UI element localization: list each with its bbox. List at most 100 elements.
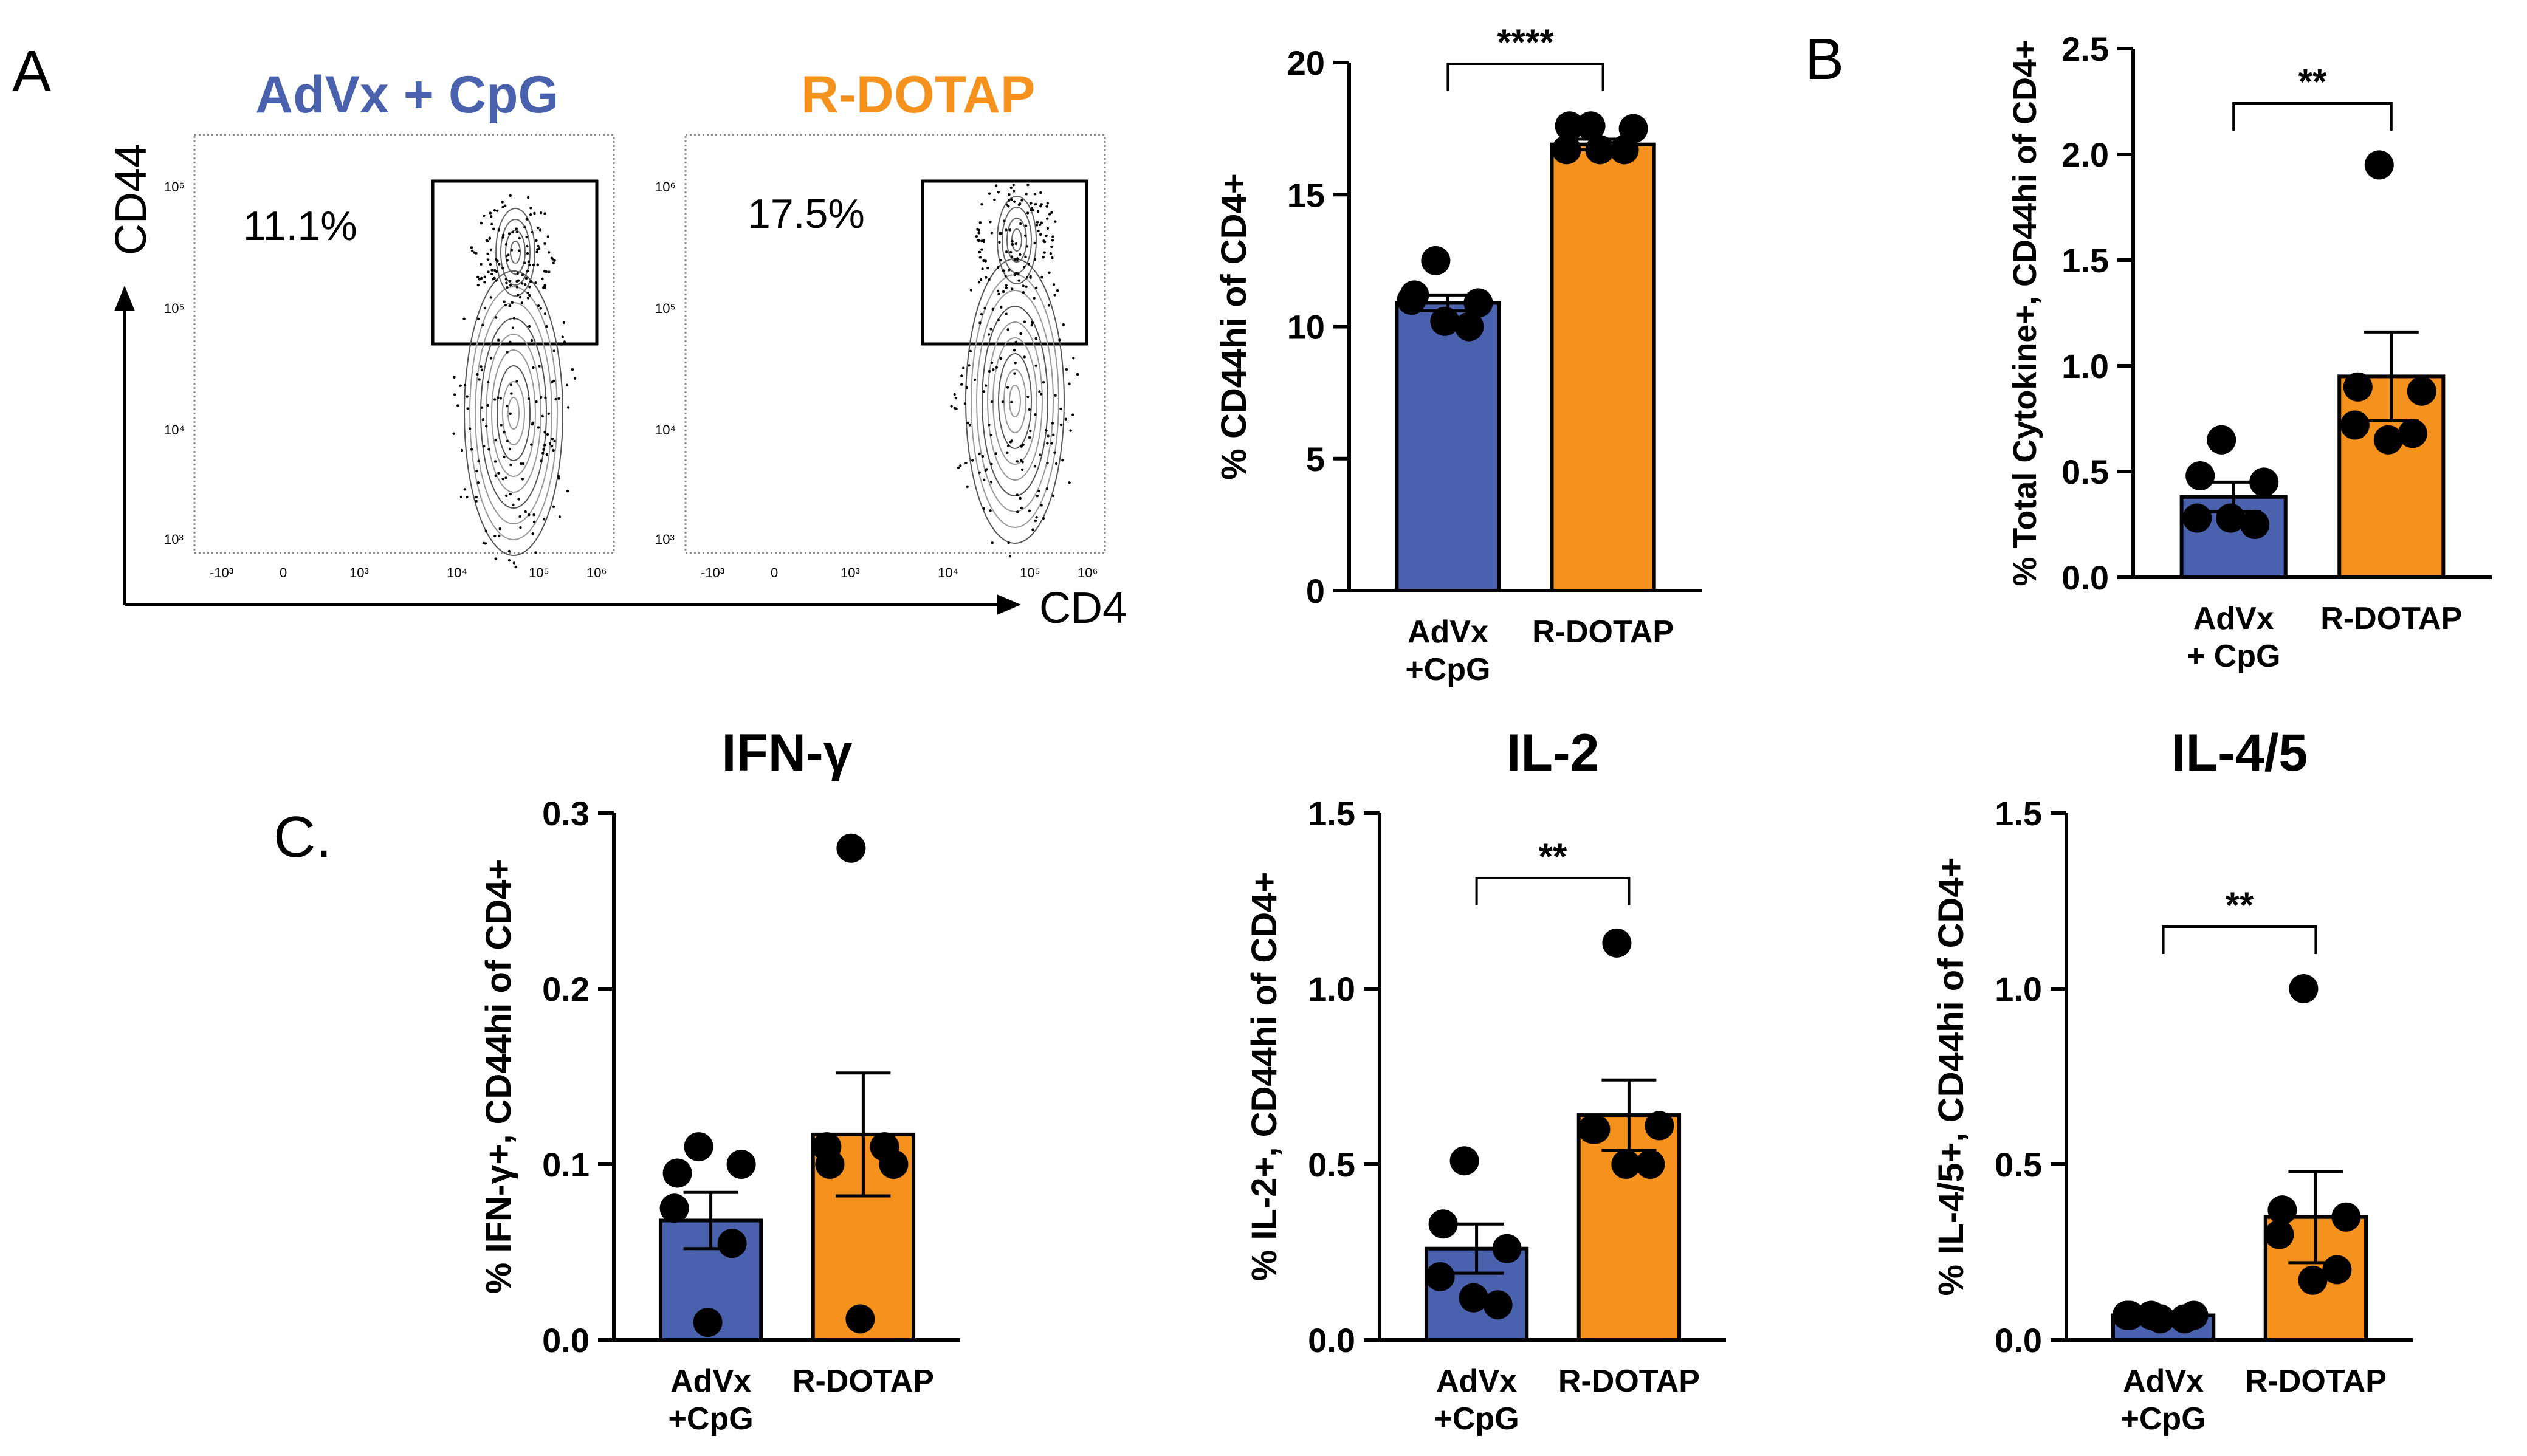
significance-stars: ** [1539, 836, 1567, 877]
flow-event-dot [543, 444, 546, 447]
flow-event-dot [494, 557, 497, 560]
flow-event-dot [547, 251, 551, 254]
flow-y-axis-label: CD44 [107, 143, 156, 255]
flow-event-dot [545, 453, 548, 456]
y-tick-label: 0.1 [542, 1145, 590, 1184]
flow-event-dot [1039, 191, 1042, 194]
flow-event-dot [1045, 234, 1048, 238]
flow-contour-line [475, 302, 552, 524]
category-label: R-DOTAP [1558, 1364, 1700, 1399]
flow-event-dot [519, 526, 522, 529]
flow-event-dot [978, 256, 982, 259]
y-tick-label: 1.5 [2061, 241, 2109, 280]
chart-title: IL-2 [1507, 724, 1600, 782]
flow-event-dot [565, 383, 569, 386]
flow-x-tick: 10⁶ [1078, 565, 1098, 580]
flow-event-dot [509, 194, 512, 197]
flow-event-dot [1026, 211, 1030, 215]
flow-event-dot [989, 328, 992, 331]
data-point [1397, 286, 1426, 315]
flow-event-dot [543, 270, 546, 273]
flow-event-dot [989, 509, 992, 512]
y-axis-title: % IFN-γ+, CD44hi of CD4+ [479, 859, 518, 1294]
panel-label-a: A [12, 39, 51, 104]
flow-event-dot [515, 227, 518, 230]
flow-event-dot [509, 412, 512, 415]
flow-event-dot [1031, 321, 1034, 324]
flow-event-dot [1042, 239, 1045, 242]
flow-event-dot [1053, 451, 1056, 454]
flow-event-dot [1042, 517, 1045, 520]
flow-event-dot [476, 284, 480, 287]
flow-event-dot [997, 191, 1000, 194]
flow-event-dot [1005, 203, 1009, 206]
flow-event-dot [997, 318, 1000, 321]
flow-event-dot [483, 306, 487, 310]
flow-event-dot [1006, 444, 1010, 447]
flow-event-dot [1010, 439, 1013, 442]
flow-event-dot [1047, 434, 1050, 438]
flow-event-dot [463, 383, 467, 387]
y-tick-label: 2.5 [2061, 30, 2109, 68]
flow-event-dot [515, 380, 518, 383]
flow-event-dot [1029, 429, 1032, 433]
flow-event-dot [1040, 504, 1043, 507]
y-tick-label: 0.5 [2061, 453, 2109, 491]
flow-event-dot [552, 349, 555, 352]
flow-event-dot [509, 279, 512, 283]
flow-contour-line [500, 219, 531, 286]
flow-event-dot [510, 249, 514, 252]
flow-y-tick: 10⁶ [655, 179, 676, 194]
category-label: +CpG [669, 1401, 754, 1437]
flow-event-dot [1068, 382, 1071, 385]
flow-event-dot [520, 462, 523, 465]
flow-event-dot [480, 365, 483, 368]
flow-event-dot [1047, 304, 1051, 307]
flow-event-dot [494, 439, 497, 442]
flow-event-dot [483, 445, 486, 448]
flow-event-dot [557, 477, 560, 480]
flow-event-dot [511, 230, 514, 234]
data-point [836, 833, 866, 863]
significance-bracket [1446, 63, 1604, 91]
flow-event-dot [507, 232, 511, 235]
data-point [1421, 246, 1451, 275]
flow-event-dot [987, 333, 991, 336]
flow-event-dot [463, 488, 466, 491]
flow-event-dot [525, 218, 528, 221]
flow-event-dot [498, 263, 501, 266]
flow-event-dot [959, 464, 962, 467]
category-label: R-DOTAP [2320, 601, 2462, 636]
flow-event-dot [1040, 221, 1043, 224]
flow-event-dot [1048, 271, 1051, 274]
flow-event-dot [1016, 258, 1019, 261]
flow-event-dot [510, 392, 513, 395]
bar-chart-cd44hi: 0 5 10 15 20 % CD44hi of CD4+ AdVx+CpG R-DOTAP *… [1214, 22, 1702, 687]
flow-event-dot [1000, 306, 1003, 309]
data-point [845, 1304, 875, 1334]
flow-event-dot [1034, 413, 1037, 416]
flow-event-dot [982, 259, 985, 263]
flow-event-dot [529, 280, 532, 283]
flow-event-dot [571, 368, 574, 371]
flow-event-dot [528, 294, 531, 297]
flow-event-dot [497, 396, 500, 399]
flow-event-dot [532, 513, 535, 517]
data-point [2331, 1202, 2361, 1232]
flow-event-dot [486, 252, 489, 256]
flow-event-dot [484, 529, 487, 532]
flow-event-dot [494, 474, 497, 477]
flow-event-dot [982, 390, 985, 393]
y-axis-title: % CD44hi of CD4+ [1214, 173, 1254, 479]
flow-event-dot [526, 297, 530, 300]
flow-event-dot [489, 357, 493, 360]
flow-x-tick: 10⁵ [1020, 565, 1040, 580]
data-point [1645, 1111, 1674, 1141]
flow-plot-advx: AdVx + CpG 11.1% 10⁶ 10⁵ 10⁴ 10³ -10³ 0 … [164, 66, 615, 580]
flow-event-dot [1021, 468, 1024, 472]
flow-event-dot [543, 284, 546, 287]
flow-event-dot [453, 376, 456, 379]
flow-event-dot [1016, 510, 1019, 513]
flow-event-dot [1048, 213, 1051, 216]
flow-event-dot [488, 237, 491, 241]
